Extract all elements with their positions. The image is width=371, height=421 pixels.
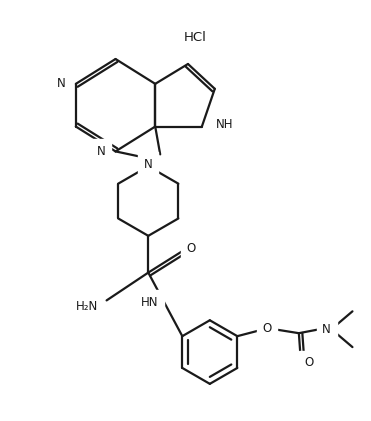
Text: H₂N: H₂N [76, 300, 98, 313]
Text: O: O [262, 322, 272, 335]
Text: HCl: HCl [184, 31, 206, 44]
Text: O: O [304, 357, 313, 370]
Text: NH: NH [216, 118, 233, 131]
Text: N: N [57, 77, 66, 91]
Text: N: N [97, 145, 106, 158]
Text: O: O [186, 242, 196, 255]
Text: N: N [144, 158, 152, 171]
Text: HN: HN [141, 296, 158, 309]
Text: N: N [322, 323, 331, 336]
